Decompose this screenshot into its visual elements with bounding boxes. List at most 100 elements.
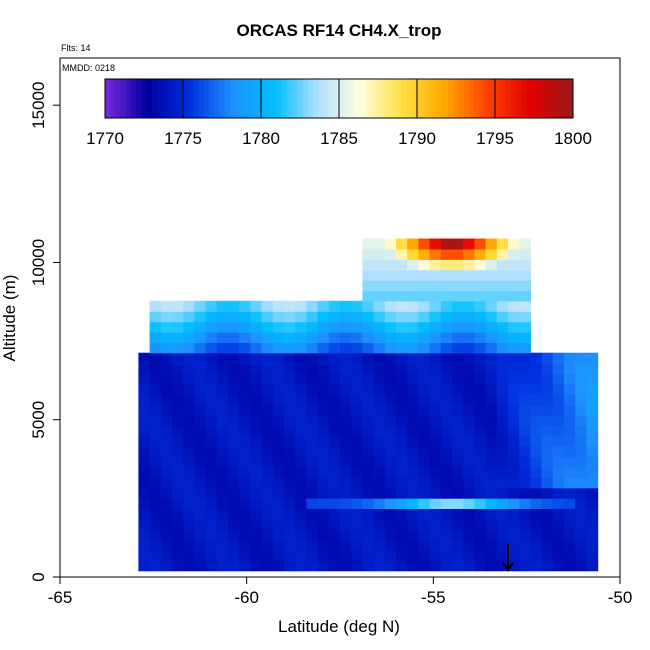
heatmap-cell xyxy=(586,477,599,489)
colorbar-swatch xyxy=(427,79,434,118)
heatmap-cell xyxy=(541,518,554,530)
heatmap-cell xyxy=(429,539,442,551)
heatmap-cell xyxy=(351,518,363,530)
heatmap-cell xyxy=(530,404,543,416)
heatmap-cell xyxy=(239,383,251,395)
heatmap-cell xyxy=(541,456,554,468)
heatmap-cell xyxy=(149,394,162,406)
heatmap-cell xyxy=(149,342,162,354)
heatmap-cell xyxy=(440,539,453,551)
heatmap-cell xyxy=(575,539,587,551)
heatmap-cell xyxy=(149,456,162,468)
heatmap-cell xyxy=(306,529,319,541)
heatmap-cell xyxy=(295,477,307,489)
heatmap-cell xyxy=(138,549,151,561)
heatmap-cell xyxy=(216,373,229,385)
heatmap-cell xyxy=(138,394,151,406)
heatmap-cell xyxy=(485,477,498,489)
heatmap-cell xyxy=(284,332,296,343)
colorbar-swatch xyxy=(474,79,480,118)
heatmap-cell xyxy=(340,383,352,395)
heatmap-cell xyxy=(362,290,375,302)
heatmap-cell xyxy=(239,487,251,499)
heatmap-cell xyxy=(429,404,442,416)
heatmap-cell xyxy=(295,394,307,406)
colorbar-swatch xyxy=(162,79,168,118)
heatmap-cell xyxy=(429,549,442,561)
heatmap-cell xyxy=(295,425,307,437)
heatmap-cell xyxy=(351,466,363,478)
heatmap-cell xyxy=(317,498,330,509)
heatmap-cell xyxy=(306,383,319,395)
heatmap-cell xyxy=(261,549,274,561)
heatmap-cell xyxy=(362,446,375,458)
heatmap-cell xyxy=(474,321,487,333)
heatmap-cell xyxy=(194,373,207,385)
colorbar-swatch xyxy=(536,79,543,118)
heatmap-cell xyxy=(519,238,531,250)
heatmap-cell xyxy=(340,498,352,509)
heatmap-cell xyxy=(272,539,285,551)
heatmap-cell xyxy=(340,487,352,499)
heatmap-cell xyxy=(496,539,509,551)
heatmap-cell xyxy=(272,498,285,509)
heatmap-cell xyxy=(138,466,151,478)
heatmap-cell xyxy=(183,560,195,572)
heatmap-cell xyxy=(239,321,251,333)
heatmap-cell xyxy=(418,259,431,271)
heatmap-cell xyxy=(138,529,151,541)
heatmap-cell xyxy=(519,404,531,416)
heatmap-cell xyxy=(284,498,296,509)
heatmap-cell xyxy=(239,363,251,375)
heatmap-cell xyxy=(508,456,520,468)
heatmap-cell xyxy=(474,415,487,426)
colorbar-swatch xyxy=(328,79,335,118)
heatmap-cell xyxy=(328,508,341,520)
heatmap-cell xyxy=(373,248,386,260)
heatmap-cell xyxy=(541,508,554,520)
heatmap-cell xyxy=(205,549,218,561)
heatmap-cell xyxy=(407,248,419,260)
heatmap-cell xyxy=(586,549,599,561)
heatmap-cell xyxy=(575,363,587,375)
heatmap-cell xyxy=(496,487,509,499)
heatmap-cell xyxy=(384,549,397,561)
colorbar-tick-label: 1785 xyxy=(320,129,358,148)
heatmap-cell xyxy=(575,404,587,416)
heatmap-cell xyxy=(328,539,341,551)
heatmap-cell xyxy=(340,373,352,385)
colorbar-swatch xyxy=(469,79,475,118)
heatmap-cell xyxy=(541,477,554,489)
heatmap-cell xyxy=(429,290,442,302)
heatmap-cell xyxy=(239,498,251,509)
heatmap-cell xyxy=(362,425,375,437)
heatmap-cell xyxy=(463,560,475,572)
colorbar-swatch xyxy=(417,79,423,118)
plot-area xyxy=(60,58,620,577)
heatmap-cell xyxy=(250,415,263,426)
heatmap-cell xyxy=(373,373,386,385)
heatmap-cell xyxy=(485,311,498,323)
heatmap-cell xyxy=(440,456,453,468)
heatmap-cell xyxy=(474,269,487,281)
colorbar-swatch xyxy=(380,79,387,118)
heatmap-cell xyxy=(541,373,554,385)
x-tick-label: -55 xyxy=(421,588,446,607)
heatmap-cell xyxy=(317,518,330,530)
heatmap-cell xyxy=(463,435,475,447)
heatmap-cell xyxy=(228,300,240,312)
heatmap-cell xyxy=(194,529,207,541)
heatmap-cell xyxy=(373,311,386,323)
heatmap-cell xyxy=(351,456,363,468)
heatmap-cell xyxy=(552,518,565,530)
heatmap-cell xyxy=(138,539,151,551)
heatmap-cell xyxy=(340,529,352,541)
heatmap-cell xyxy=(284,508,296,520)
heatmap-cell xyxy=(508,259,520,271)
heatmap-cell xyxy=(586,383,599,395)
heatmap-cell xyxy=(340,539,352,551)
heatmap-cell xyxy=(474,311,487,323)
heatmap-cell xyxy=(228,383,240,395)
heatmap-cell xyxy=(284,342,296,354)
heatmap-cell xyxy=(261,300,274,312)
